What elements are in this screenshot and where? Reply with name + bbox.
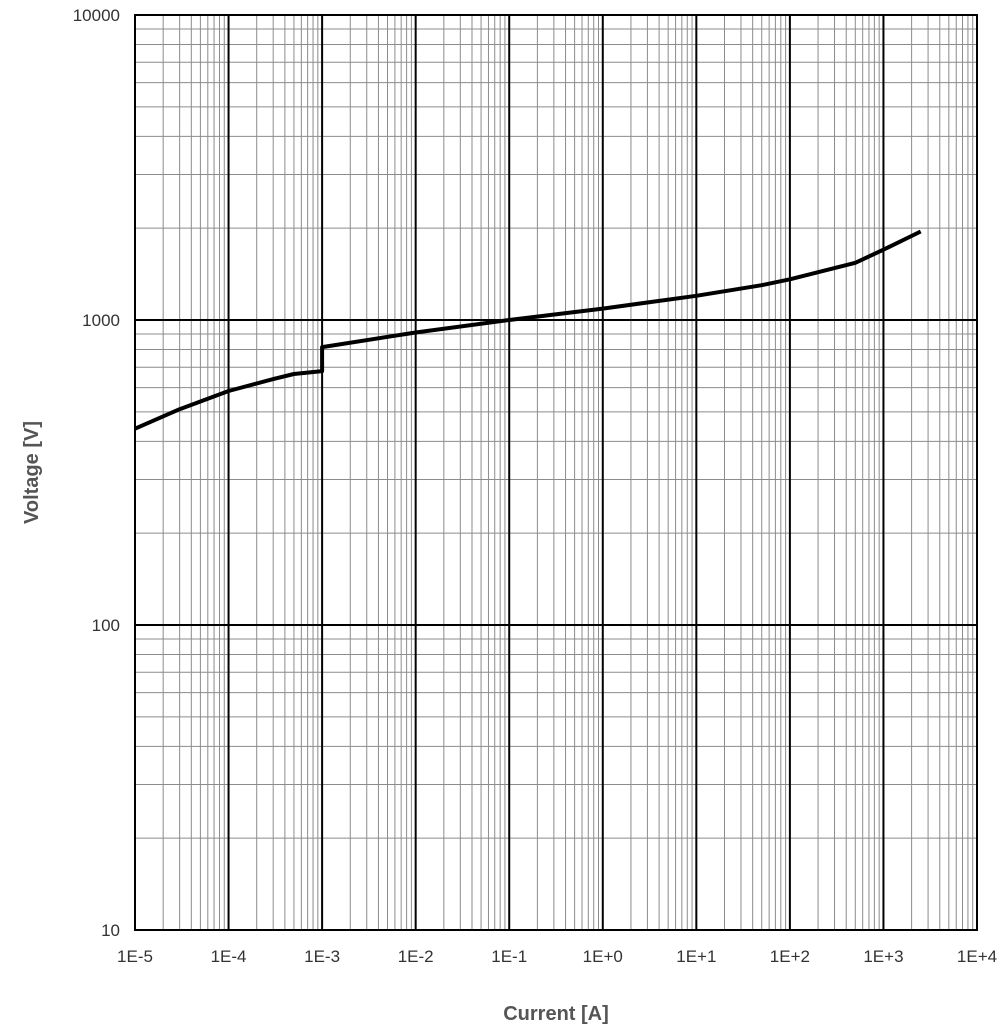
- x-tick-label: 1E+4: [957, 947, 997, 966]
- x-tick-label: 1E+2: [770, 947, 810, 966]
- x-tick-label: 1E-2: [398, 947, 434, 966]
- x-tick-label: 1E+1: [676, 947, 716, 966]
- grid-minor: [135, 15, 977, 930]
- series-line: [134, 229, 922, 431]
- y-tick-label: 100: [92, 616, 120, 635]
- y-tick-label: 10: [101, 921, 120, 940]
- y-tick-label: 10000: [73, 6, 120, 25]
- series-layer: [134, 229, 922, 431]
- x-tick-label: 1E-3: [304, 947, 340, 966]
- x-tick-label: 1E-1: [491, 947, 527, 966]
- x-axis-title: Current [A]: [503, 1003, 609, 1025]
- grid-major: [134, 14, 978, 931]
- x-tick-labels: 1E-5 1E-4 1E-3 1E-2 1E-1 1E+0 1E+1 1E+2 1E+3 1E+4: [117, 947, 997, 966]
- plot-frame: [134, 14, 978, 931]
- y-tick-label: 1000: [82, 311, 120, 330]
- x-tick-label: 1E+0: [583, 947, 623, 966]
- x-tick-label: 1E-4: [211, 947, 247, 966]
- y-axis-title: Voltage [V]: [21, 421, 43, 524]
- x-tick-label: 1E-5: [117, 947, 153, 966]
- x-tick-label: 1E+3: [863, 947, 903, 966]
- y-tick-labels: 10 100 1000 10000: [73, 6, 120, 940]
